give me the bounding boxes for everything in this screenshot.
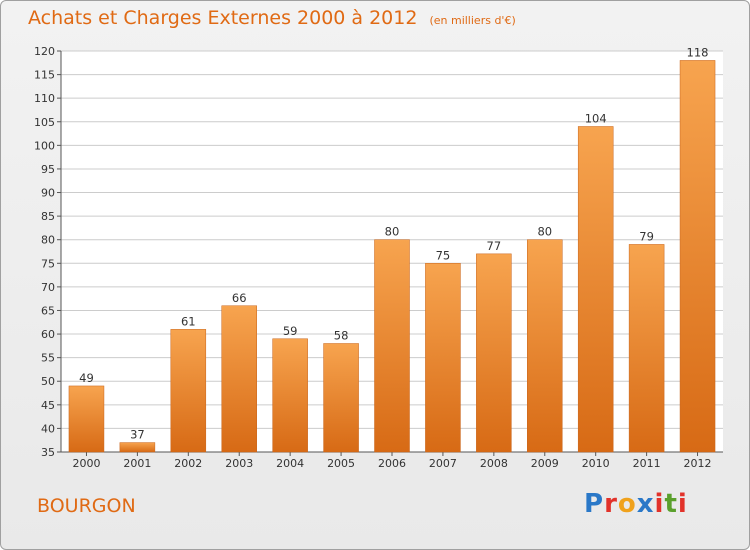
y-tick-label: 70 — [41, 281, 55, 294]
bar — [374, 239, 410, 453]
x-tick-label: 2009 — [531, 457, 559, 470]
bar — [68, 385, 105, 453]
y-tick-label: 115 — [34, 69, 55, 82]
data-label: 61 — [181, 314, 196, 328]
place-name: BOURGON — [37, 495, 136, 517]
x-tick-label: 2012 — [684, 457, 712, 470]
labels: 35 40 45 50 55 60 65 70 75 80 85 90 95 100 105 110 115 12… — [34, 45, 712, 470]
chart-unit: (en milliers d'€) — [429, 14, 516, 27]
bars — [68, 60, 716, 453]
y-tick-label: 120 — [34, 45, 55, 58]
y-tick-label: 40 — [41, 422, 55, 435]
bar — [119, 442, 156, 453]
bar — [476, 253, 512, 453]
y-tick-label: 110 — [34, 92, 55, 105]
data-label: 77 — [487, 239, 502, 253]
x-tick-label: 2001 — [123, 457, 151, 470]
bar — [323, 343, 359, 453]
chart-title-text: Achats et Charges Externes 2000 à 2012 — [28, 7, 418, 29]
x-tick-label: 2011 — [633, 457, 661, 470]
data-label: 79 — [639, 229, 654, 243]
bar — [628, 244, 665, 453]
x-tick-label: 2004 — [276, 457, 304, 470]
bar — [425, 263, 461, 453]
data-label: 80 — [537, 225, 552, 239]
x-tick-label: 2006 — [378, 457, 406, 470]
y-tick-label: 105 — [34, 116, 55, 129]
y-tick-label: 35 — [41, 446, 55, 459]
y-tick-label: 90 — [41, 187, 55, 200]
y-tick-label: 100 — [34, 139, 55, 152]
data-label: 49 — [79, 371, 94, 385]
y-tick-label: 55 — [41, 352, 55, 365]
x-tick-label: 2000 — [72, 457, 100, 470]
y-tick-label: 75 — [41, 257, 55, 270]
logo-letter: o — [617, 489, 637, 519]
chart-title: Achats et Charges Externes 2000 à 2012 (e… — [28, 7, 516, 29]
y-tick-label: 80 — [41, 234, 55, 247]
data-label: 104 — [585, 111, 607, 125]
data-label: 75 — [436, 248, 451, 262]
bar — [170, 329, 207, 453]
logo-letter: r — [604, 489, 618, 519]
data-label: 118 — [687, 45, 709, 59]
y-tick-label: 45 — [41, 399, 55, 412]
data-label: 37 — [130, 428, 145, 442]
logo-letter: x — [636, 489, 655, 519]
data-label: 59 — [283, 324, 298, 338]
bar — [679, 60, 716, 453]
proxiti-logo[interactable]: Proxiti — [584, 489, 688, 519]
logo-letter: i — [677, 489, 688, 519]
y-tick-label: 50 — [41, 375, 55, 388]
x-tick-label: 2008 — [480, 457, 508, 470]
bar — [221, 305, 257, 453]
logo-letter: i — [654, 489, 665, 519]
logo-letter: P — [584, 489, 605, 519]
x-tick-label: 2002 — [174, 457, 202, 470]
y-tick-label: 60 — [41, 328, 55, 341]
bar — [527, 239, 563, 453]
y-tick-label: 85 — [41, 210, 55, 223]
y-tick-label: 65 — [41, 304, 55, 317]
logo-letter: t — [664, 489, 678, 519]
x-tick-label: 2010 — [582, 457, 610, 470]
x-tick-label: 2005 — [327, 457, 355, 470]
data-label: 66 — [232, 291, 247, 305]
bar — [577, 126, 614, 453]
y-tick-label: 95 — [41, 163, 55, 176]
data-label: 80 — [385, 225, 400, 239]
data-label: 58 — [334, 328, 349, 342]
x-tick-label: 2003 — [225, 457, 253, 470]
bar — [272, 338, 308, 453]
x-tick-label: 2007 — [429, 457, 457, 470]
